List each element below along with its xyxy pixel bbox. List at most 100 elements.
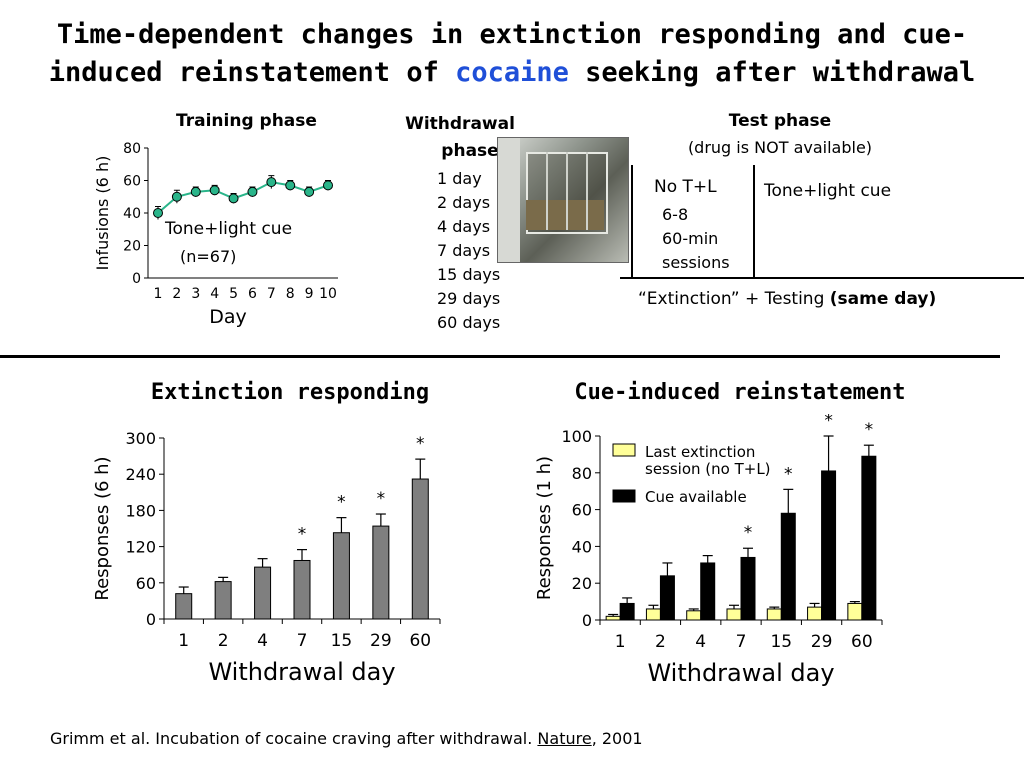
test-sessions-line1: 6-8 bbox=[662, 205, 689, 224]
reinstatement-y-tick-label: 40 bbox=[572, 537, 592, 556]
extinction-x-tick-label: 7 bbox=[297, 631, 308, 651]
reinstatement-significance-label: * bbox=[784, 464, 793, 484]
withdrawal-heading-line2: phase bbox=[441, 141, 499, 161]
legend-label-cue-available: Cue available bbox=[645, 488, 747, 506]
withdrawal-durations-list: 1 day 2 days 4 days 7 days 15 days 29 days 60 … bbox=[437, 167, 500, 335]
training-x-tick-label: 9 bbox=[305, 286, 314, 302]
training-point bbox=[323, 180, 333, 191]
training-series-line bbox=[157, 181, 329, 214]
training-n-label: (n=67) bbox=[180, 247, 237, 266]
reinstatement-x-axis-label: Withdrawal day bbox=[647, 659, 834, 687]
reinstatement-x-tick-label: 1 bbox=[615, 632, 626, 652]
training-x-tick-label: 3 bbox=[191, 286, 200, 302]
extinction-x-tick-label: 60 bbox=[409, 631, 431, 651]
training-point bbox=[171, 191, 182, 202]
reinstatement-y-tick-label: 20 bbox=[572, 574, 592, 593]
training-x-axis-label: Day bbox=[209, 306, 247, 328]
section-divider bbox=[0, 355, 1000, 358]
title-text: Time-dependent changes in extinction res… bbox=[48, 19, 968, 88]
citation-text: Grimm et al. Incubation of cocaine cravi… bbox=[50, 729, 538, 748]
training-y-tick-label: 60 bbox=[123, 174, 141, 190]
training-x-tick-label: 2 bbox=[172, 286, 181, 302]
extinction-x-tick-label: 2 bbox=[218, 631, 229, 651]
training-x-tick-label: 5 bbox=[229, 286, 238, 302]
training-y-tick-label: 20 bbox=[123, 239, 141, 255]
reinstatement-x-tick-label: 2 bbox=[655, 632, 666, 652]
training-x-tick-label: 6 bbox=[248, 286, 257, 302]
extinction-chart-title: Extinction responding bbox=[150, 380, 430, 405]
extinction-bar bbox=[411, 478, 429, 620]
extinction-bar bbox=[332, 532, 350, 620]
extinction-x-tick-label: 29 bbox=[370, 631, 392, 651]
title-text-end: seeking after withdrawal bbox=[568, 57, 976, 88]
training-chart: 0 20 40 60 80 1 2 3 4 5 6 7 8 9 10 Day Infusions (6 h) bbox=[93, 141, 338, 328]
test-cue-label: Tone+light cue bbox=[764, 181, 892, 201]
extinction-y-tick-label: 180 bbox=[125, 501, 156, 520]
training-x-tick-label: 4 bbox=[210, 286, 219, 302]
extinction-bar bbox=[372, 525, 390, 620]
training-y-axis-label: Infusions (6 h) bbox=[93, 156, 112, 271]
title-highlight: cocaine bbox=[455, 57, 569, 88]
reinstatement-significance-label: * bbox=[824, 414, 833, 431]
legend-label-last-extinction-line1: Last extinction bbox=[645, 443, 755, 461]
reinstatement-bar bbox=[645, 608, 661, 621]
citation-year: , 2001 bbox=[591, 729, 643, 748]
reinstatement-chart-title: Cue-induced reinstatement bbox=[574, 380, 906, 405]
reinstatement-bar bbox=[619, 602, 635, 621]
reinstatement-bar bbox=[686, 610, 702, 621]
extinction-x-axis-label: Withdrawal day bbox=[208, 658, 395, 686]
extinction-bar bbox=[175, 593, 193, 620]
test-left-divider bbox=[631, 165, 633, 277]
training-point bbox=[247, 186, 258, 197]
reinstatement-bar bbox=[847, 602, 863, 621]
reinstatement-x-tick-label: 7 bbox=[736, 632, 747, 652]
legend-swatch-cue-available bbox=[612, 489, 636, 503]
test-footer: “Extinction” + Testing (same day) bbox=[638, 287, 936, 311]
test-subheading: (drug is NOT available) bbox=[687, 138, 873, 157]
training-point bbox=[285, 180, 296, 191]
training-x-tick-label: 8 bbox=[286, 286, 295, 302]
reinstatement-x-tick-label: 4 bbox=[695, 632, 706, 652]
withdrawal-duration-2: 4 days bbox=[437, 217, 491, 236]
legend-swatch-last-extinction bbox=[612, 443, 636, 457]
reinstatement-y-tick-label: 100 bbox=[561, 427, 592, 446]
test-sessions-line2: 60-min bbox=[662, 229, 719, 248]
reinstatement-chart: 0 20 40 60 80 100 1 2 4 7 15 29 60 Withdrawal day Resp… bbox=[534, 414, 883, 687]
reinstatement-y-tick-label: 0 bbox=[582, 611, 592, 630]
withdrawal-duration-5: 29 days bbox=[437, 289, 501, 308]
reinstatement-significance-label: * bbox=[865, 420, 874, 440]
reinstatement-x-tick-label: 29 bbox=[811, 632, 833, 652]
training-heading: Training phase bbox=[176, 111, 317, 131]
reinstatement-bar bbox=[780, 512, 796, 621]
extinction-bar bbox=[254, 566, 272, 620]
training-x-tick-label: 10 bbox=[319, 286, 337, 302]
test-heading: Test phase bbox=[728, 111, 832, 131]
training-point bbox=[190, 186, 201, 197]
training-point bbox=[153, 208, 163, 218]
test-sessions: 6-8 60-min sessions bbox=[662, 203, 730, 275]
test-no-cue-label: No T+L bbox=[654, 177, 717, 197]
training-y-tick-label: 40 bbox=[123, 206, 141, 222]
reinstatement-x-tick-label: 60 bbox=[851, 632, 873, 652]
training-point bbox=[304, 186, 315, 197]
reinstatement-bar bbox=[605, 615, 621, 621]
reinstatement-bar bbox=[659, 575, 675, 621]
reinstatement-bar bbox=[740, 556, 756, 621]
reinstatement-bar bbox=[807, 606, 823, 621]
training-point bbox=[266, 177, 277, 188]
extinction-significance-label: * bbox=[416, 434, 425, 454]
training-x-tick-label: 7 bbox=[267, 286, 276, 302]
withdrawal-duration-4: 15 days bbox=[437, 265, 501, 284]
training-y-tick-label: 0 bbox=[132, 271, 141, 287]
extinction-bar bbox=[214, 581, 232, 620]
operant-chamber-photo bbox=[497, 137, 629, 263]
reinstatement-bar bbox=[726, 608, 742, 621]
training-point bbox=[209, 185, 220, 196]
extinction-y-tick-label: 300 bbox=[125, 429, 156, 448]
reinstatement-y-axis-label: Responses (1 h) bbox=[534, 456, 555, 600]
extinction-chart: 0 60 120 180 240 300 1 2 4 7 15 29 60 Withdrawal day R… bbox=[92, 429, 441, 686]
training-y-tick-label: 80 bbox=[123, 141, 141, 157]
withdrawal-duration-3: 7 days bbox=[437, 241, 491, 260]
reinstatement-bar bbox=[861, 455, 877, 621]
training-x-tick-label: 1 bbox=[154, 286, 163, 302]
